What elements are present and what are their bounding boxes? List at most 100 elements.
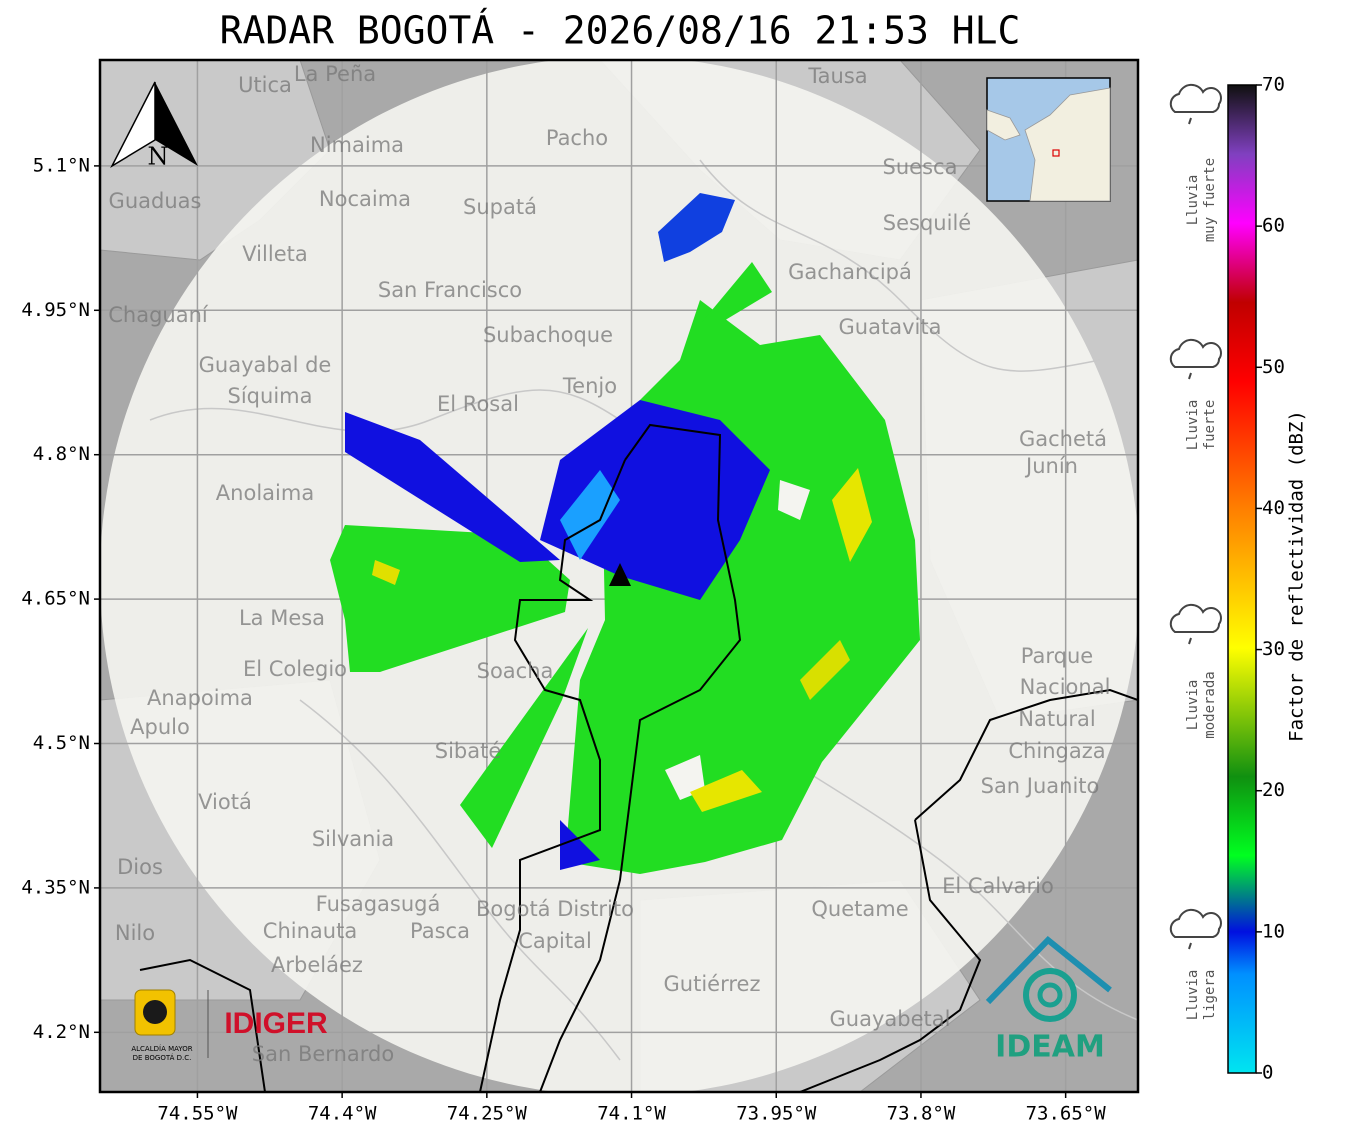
rain-drop (1188, 372, 1192, 380)
cloud-icon (1169, 83, 1222, 113)
place-label: Villeta (242, 242, 307, 266)
place-label: Sibaté (435, 739, 502, 763)
y-tick-label: 4.35°N (21, 876, 90, 898)
cloud-icon (1169, 908, 1222, 938)
place-label: Guatavita (839, 315, 942, 339)
rain-category-label: muy fuerte (1202, 158, 1218, 242)
rain-category: Lluvia muy fuerte (1169, 83, 1222, 242)
cloud-icon (1169, 603, 1222, 633)
rain-category-label: Lluvia (1185, 175, 1201, 226)
y-tick-label: 4.8°N (33, 443, 90, 465)
place-label: El Rosal (437, 392, 519, 416)
place-label: Pasca (410, 919, 470, 943)
place-label: Chinauta (263, 919, 357, 943)
y-tick-label: 4.5°N (33, 732, 90, 754)
place-label: Guayabetal (830, 1007, 951, 1031)
place-label: Apulo (130, 715, 190, 739)
place-label: El Colegio (243, 657, 347, 681)
place-label: Suesca (883, 155, 958, 179)
place-label: Fusagasugá (316, 892, 441, 916)
rain-drop (1188, 637, 1192, 645)
place-label: San Francisco (378, 278, 522, 302)
colorbar-tick-label: 10 (1262, 920, 1285, 942)
rain-category-label: moderada (1202, 671, 1218, 738)
alcaldia-text: DE BOGOTÁ D.C. (133, 1053, 192, 1062)
ideam-logo: IDEAM (985, 935, 1112, 1065)
north-label: N (148, 143, 169, 171)
colorbar-tick-label: 30 (1262, 638, 1285, 660)
borders (139, 423, 1138, 1092)
place-label: Nocaima (319, 187, 411, 211)
alcaldia-logo: ALCALDÍA MAYOR DE BOGOTÁ D.C. (131, 989, 209, 1062)
place-label: Chingaza (1008, 739, 1105, 763)
x-tick-label: 73.8°W (887, 1103, 956, 1125)
place-label: Silvania (312, 827, 394, 851)
place-label: La Mesa (239, 606, 325, 630)
rain-category-label: Lluvia (1185, 680, 1201, 731)
title: RADAR BOGOTÁ - 2026/08/16 21:53 HLC (220, 9, 1021, 53)
colorbar-label: Factor de reflectividad (dBZ) (1286, 410, 1308, 742)
rain-drop (1188, 942, 1192, 950)
place-label: Nacional (1020, 675, 1111, 699)
north-arrow: N (110, 81, 198, 171)
place-label: Subachoque (483, 323, 613, 347)
place-label: Capital (518, 929, 592, 953)
place-label: Gutiérrez (664, 972, 761, 996)
place-label: Tausa (807, 64, 867, 88)
rain-category: Lluvia fuerte (1169, 338, 1222, 451)
place-label: Nimaima (310, 133, 404, 157)
colorbar-tick-label: 50 (1262, 356, 1285, 378)
cloud-icon (1169, 338, 1222, 368)
place-label: Quetame (811, 897, 908, 921)
alcaldia-text: ALCALDÍA MAYOR (131, 1044, 192, 1053)
rain-category-label: Lluvia (1185, 970, 1201, 1021)
rain-category-label: fuerte (1202, 400, 1218, 451)
colorbar (1227, 84, 1257, 1074)
place-label: Guayabal de (199, 353, 332, 377)
place-label: Chaguaní (108, 303, 209, 327)
place-label: Anapoima (147, 686, 253, 710)
rain-category: Lluvia moderada (1169, 603, 1222, 739)
ideam-text: IDEAM (995, 1030, 1105, 1065)
y-tick-label: 5.1°N (33, 154, 90, 176)
place-label: El Calvario (942, 874, 1054, 898)
place-label: Gachancipá (788, 260, 912, 284)
place-label: Junín (1024, 454, 1078, 478)
rain-drop (1188, 117, 1192, 125)
place-label: Dios (117, 855, 163, 879)
x-tick-label: 74.25°W (447, 1103, 528, 1125)
rain-category-label: ligera (1202, 970, 1218, 1021)
place-label: Soacha (477, 659, 554, 683)
place-label: Guaduas (109, 189, 202, 213)
map-frame (98, 58, 1140, 1094)
idiger-logo: IDIGER (224, 1007, 328, 1040)
place-label: Natural (1018, 707, 1095, 731)
inset-map (986, 77, 1111, 202)
place-label: Parque (1021, 644, 1093, 668)
radar-echoes (330, 193, 920, 874)
x-tick-label: 74.1°W (597, 1103, 666, 1125)
place-label: Tenjo (562, 374, 617, 398)
x-tick-label: 74.4°W (308, 1103, 377, 1125)
place-label: Síquima (228, 384, 313, 408)
colorbar-tick-label: 70 (1262, 74, 1285, 96)
place-label: Anolaima (216, 481, 314, 505)
place-label: Supatá (463, 195, 537, 219)
place-label: San Juanito (981, 774, 1100, 798)
place-label: Pacho (546, 126, 608, 150)
x-tick-label: 73.95°W (736, 1103, 817, 1125)
colorbar-tick-label: 40 (1262, 497, 1285, 519)
x-tick-label: 74.55°W (157, 1103, 238, 1125)
place-label: Nilo (115, 921, 155, 945)
place-label: Gachetá (1019, 427, 1107, 451)
y-tick-label: 4.95°N (21, 299, 90, 321)
x-tick-label: 73.65°W (1026, 1103, 1107, 1125)
colorbar-tick-label: 60 (1262, 215, 1285, 237)
place-label: San Bernardo (252, 1042, 394, 1066)
place-label: Utica (238, 73, 292, 97)
place-label: Viotá (198, 790, 252, 814)
radar-site (609, 563, 631, 586)
